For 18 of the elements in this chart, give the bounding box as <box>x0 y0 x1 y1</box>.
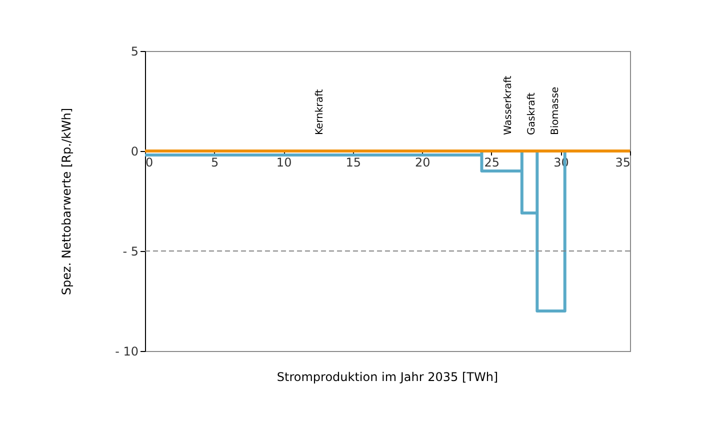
y-axis-title: Spez. Nettobarwerte [Rp./kWh] <box>60 108 74 296</box>
annotation: Kernkraft <box>314 89 326 135</box>
x-tick-label: 0 <box>146 156 154 170</box>
annotation: Wasserkraft <box>503 76 514 135</box>
y-tick-label: - 10 <box>115 344 138 358</box>
x-tick-label: 5 <box>210 156 219 170</box>
annotation: Biomasse <box>550 86 562 135</box>
x-tick-label: 10 <box>276 156 292 170</box>
x-tick-label: 35 <box>615 156 630 170</box>
x-tick-label: 25 <box>484 156 500 170</box>
y-tick-label: 0 <box>130 144 138 158</box>
x-axis-title: Stromproduktion im Jahr 2035 [TWh] <box>276 370 498 384</box>
x-tick-label: 15 <box>346 156 361 170</box>
x-tick-label: 20 <box>415 156 430 170</box>
line-series <box>144 150 566 312</box>
y-tick-label: 5 <box>130 44 138 58</box>
annotation: Gaskraft <box>526 92 538 135</box>
y-tick-label: - 5 <box>122 244 138 258</box>
